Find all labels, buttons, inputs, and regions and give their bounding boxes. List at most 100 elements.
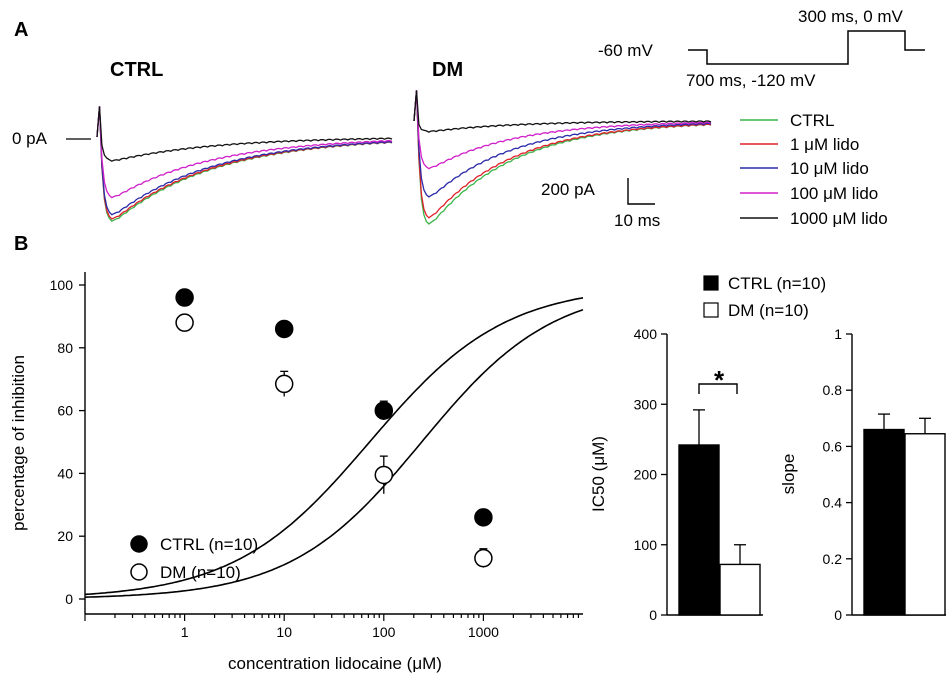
ctrl-data-point [274, 319, 294, 339]
ic50-ticks: 0 100 200 300 400 [634, 326, 667, 623]
current-trace [413, 90, 712, 219]
ctrl-legend-marker [130, 535, 148, 553]
trace-legend-item: CTRL [740, 111, 834, 130]
dose-response-y-tick-label: 0 [65, 591, 73, 607]
dose-response-y-title: percentage of inhibition [9, 355, 28, 531]
ic50-ctrl-bar [678, 444, 720, 616]
scale-bar-time-label: 10 ms [614, 211, 660, 230]
current-trace [96, 106, 393, 162]
current-trace [96, 106, 393, 216]
ic50-y-tick-label: 0 [649, 607, 657, 623]
trace-legend-item: 1000 μM lido [740, 209, 888, 228]
ic50-bar-chart: 0 100 200 300 400 IC50 (μM) * [589, 326, 763, 623]
dose-response-y-tick-label: 20 [57, 528, 73, 544]
dose-response-legend: CTRL (n=10) DM (n=10) [130, 535, 258, 582]
dm-current-traces [413, 90, 712, 225]
current-trace [413, 90, 712, 225]
dm-bar-legend-label: DM (n=10) [728, 301, 809, 320]
ctrl-data-point [374, 401, 394, 420]
dose-response-chart: 0 20 40 60 80 100 1 10 100 1000 percentage of inh… [9, 272, 584, 673]
protocol-prepulse-label: 700 ms, -120 mV [686, 71, 816, 90]
slope-bar-chart: 0 0.2 0.4 0.6 0.8 1 slope [779, 326, 946, 623]
dm-data-point [274, 374, 294, 394]
trace-legend-label: 100 μM lido [790, 184, 878, 203]
ic50-dm-bar [719, 563, 761, 616]
ctrl-trace-label: CTRL [110, 59, 163, 81]
dose-response-y-tick-label: 40 [57, 465, 73, 481]
ctrl-data-point [474, 508, 493, 527]
panel-a-label: A [14, 19, 28, 41]
trace-legend-label: 1000 μM lido [790, 209, 888, 228]
panel-b-label: B [14, 233, 28, 255]
dose-response-x-tick-label: 1000 [468, 624, 499, 640]
dm-legend-label: DM (n=10) [160, 563, 241, 582]
voltage-protocol: -60 mV 700 ms, -120 mV 300 ms, 0 mV [598, 7, 925, 90]
dm-data-point [474, 548, 493, 568]
slope-y-tick-label: 0.6 [823, 438, 843, 454]
scale-bar: 200 pA 10 ms [541, 178, 660, 230]
dm-fit-curve [84, 297, 584, 596]
ctrl-data-point [175, 288, 194, 307]
ctrl-legend-label: CTRL (n=10) [160, 535, 258, 554]
dose-response-y-tick-label: 60 [57, 403, 73, 419]
slope-y-title: slope [779, 454, 798, 495]
dose-response-x-tick-label: 100 [372, 624, 396, 640]
trace-legend-item: 10 μM lido [740, 159, 869, 178]
dm-trace-label: DM [432, 59, 463, 81]
dm-data-point [175, 313, 194, 332]
slope-ctrl-bar [863, 428, 905, 616]
slope-dm-bar [904, 433, 946, 616]
significance-star: * [714, 365, 725, 395]
dose-response-points [175, 288, 493, 568]
slope-ticks: 0 0.2 0.4 0.6 0.8 1 [823, 326, 852, 623]
voltage-protocol-trace [688, 30, 925, 65]
ctrl-current-traces [96, 106, 393, 222]
current-trace [413, 90, 712, 198]
slope-y-tick-label: 1 [834, 326, 842, 342]
dm-data-point [374, 465, 394, 485]
dose-response-y-tick-label: 100 [50, 277, 74, 293]
ic50-bars [678, 409, 761, 616]
dose-response-x-title: concentration lidocaine (μM) [228, 654, 442, 673]
scale-bar-current-label: 200 pA [541, 180, 596, 199]
trace-legend-item: 1 μM lido [740, 135, 859, 154]
current-trace [413, 90, 712, 170]
ctrl-bar-legend-swatch [703, 275, 719, 291]
slope-y-tick-label: 0.8 [823, 382, 843, 398]
current-trace [96, 106, 393, 199]
protocol-test-label: 300 ms, 0 mV [798, 7, 904, 26]
dose-response-x-tick-label: 10 [276, 624, 292, 640]
scale-bar-lines [627, 178, 655, 205]
slope-y-tick-label: 0.4 [823, 495, 843, 511]
ic50-y-tick-label: 300 [634, 396, 658, 412]
trace-legend: CTRL 1 μM lido 10 μM lido 100 μM lido 10… [740, 111, 888, 228]
panel-a: A CTRL DM 0 pA -60 mV 700 ms, -120 mV 30… [12, 7, 925, 230]
ic50-y-tick-label: 200 [634, 467, 658, 483]
trace-legend-label: CTRL [790, 111, 834, 130]
dose-response-x-tick-label: 1 [181, 624, 189, 640]
current-trace [96, 106, 393, 222]
protocol-holding-label: -60 mV [598, 41, 653, 60]
bar-legend: CTRL (n=10) DM (n=10) [703, 274, 826, 320]
current-trace [413, 90, 712, 133]
zero-current-label: 0 pA [12, 129, 48, 148]
ic50-y-tick-label: 400 [634, 326, 658, 342]
ic50-y-title: IC50 (μM) [589, 436, 608, 512]
trace-legend-label: 10 μM lido [790, 159, 869, 178]
ic50-y-tick-label: 100 [634, 537, 658, 553]
slope-bars [863, 413, 946, 616]
dm-legend-marker [130, 563, 148, 581]
dose-response-ticks: 0 20 40 60 80 100 1 10 100 1000 [50, 277, 580, 640]
dose-response-y-tick-label: 80 [57, 340, 73, 356]
slope-y-tick-label: 0 [834, 607, 842, 623]
slope-y-tick-label: 0.2 [823, 551, 843, 567]
ctrl-fit-curve [84, 308, 584, 598]
dm-bar-legend-swatch [703, 302, 719, 318]
significance-bracket [698, 383, 738, 394]
ctrl-bar-legend-label: CTRL (n=10) [728, 274, 826, 293]
trace-legend-label: 1 μM lido [790, 135, 859, 154]
trace-legend-item: 100 μM lido [740, 184, 878, 203]
